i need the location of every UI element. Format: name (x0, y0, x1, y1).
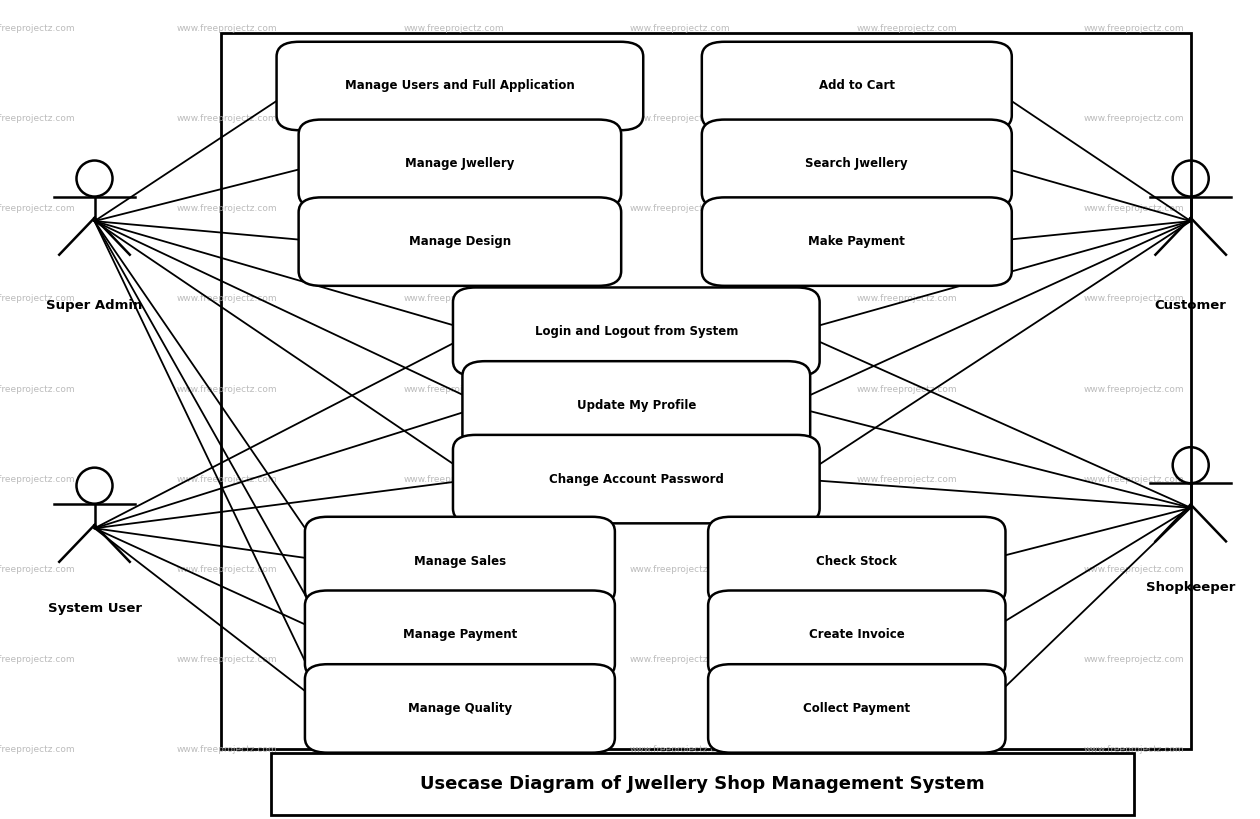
Text: www.freeprojectz.com: www.freeprojectz.com (857, 655, 958, 663)
Text: www.freeprojectz.com: www.freeprojectz.com (0, 385, 76, 393)
FancyBboxPatch shape (277, 42, 643, 130)
Text: Usecase Diagram of Jwellery Shop Management System: Usecase Diagram of Jwellery Shop Managem… (420, 776, 985, 793)
Text: www.freeprojectz.com: www.freeprojectz.com (630, 565, 731, 573)
Text: www.freeprojectz.com: www.freeprojectz.com (0, 115, 76, 123)
Text: www.freeprojectz.com: www.freeprojectz.com (403, 295, 504, 303)
Text: www.freeprojectz.com: www.freeprojectz.com (1084, 475, 1184, 483)
Text: www.freeprojectz.com: www.freeprojectz.com (0, 295, 76, 303)
Text: Manage Quality: Manage Quality (408, 702, 512, 715)
Text: www.freeprojectz.com: www.freeprojectz.com (403, 655, 504, 663)
Text: Manage Design: Manage Design (408, 235, 512, 248)
FancyBboxPatch shape (299, 120, 621, 208)
Text: www.freeprojectz.com: www.freeprojectz.com (0, 25, 76, 33)
Text: www.freeprojectz.com: www.freeprojectz.com (1084, 385, 1184, 393)
Text: Update My Profile: Update My Profile (577, 399, 696, 412)
Text: Collect Payment: Collect Payment (803, 702, 911, 715)
Text: Manage Users and Full Application: Manage Users and Full Application (345, 79, 575, 93)
FancyBboxPatch shape (454, 435, 819, 523)
Text: www.freeprojectz.com: www.freeprojectz.com (1084, 115, 1184, 123)
Text: www.freeprojectz.com: www.freeprojectz.com (0, 475, 76, 483)
FancyBboxPatch shape (305, 590, 615, 679)
FancyBboxPatch shape (702, 42, 1012, 130)
Text: www.freeprojectz.com: www.freeprojectz.com (176, 205, 277, 213)
Text: www.freeprojectz.com: www.freeprojectz.com (857, 115, 958, 123)
Text: www.freeprojectz.com: www.freeprojectz.com (857, 475, 958, 483)
FancyBboxPatch shape (708, 517, 1005, 605)
Text: www.freeprojectz.com: www.freeprojectz.com (1084, 295, 1184, 303)
Bar (220, 33, 1191, 749)
FancyBboxPatch shape (702, 197, 1012, 286)
Text: www.freeprojectz.com: www.freeprojectz.com (403, 385, 504, 393)
Text: www.freeprojectz.com: www.freeprojectz.com (857, 565, 958, 573)
Text: www.freeprojectz.com: www.freeprojectz.com (403, 565, 504, 573)
Text: Manage Jwellery: Manage Jwellery (406, 157, 514, 170)
Text: www.freeprojectz.com: www.freeprojectz.com (630, 25, 731, 33)
Text: www.freeprojectz.com: www.freeprojectz.com (630, 385, 731, 393)
Text: Search Jwellery: Search Jwellery (805, 157, 908, 170)
Text: www.freeprojectz.com: www.freeprojectz.com (630, 295, 731, 303)
Text: Make Payment: Make Payment (809, 235, 905, 248)
FancyBboxPatch shape (708, 590, 1005, 679)
Text: www.freeprojectz.com: www.freeprojectz.com (1084, 655, 1184, 663)
Text: www.freeprojectz.com: www.freeprojectz.com (630, 745, 731, 753)
Text: www.freeprojectz.com: www.freeprojectz.com (176, 115, 277, 123)
Text: Login and Logout from System: Login and Logout from System (534, 325, 738, 338)
Text: www.freeprojectz.com: www.freeprojectz.com (176, 655, 277, 663)
Text: www.freeprojectz.com: www.freeprojectz.com (630, 115, 731, 123)
Text: www.freeprojectz.com: www.freeprojectz.com (176, 745, 277, 753)
Bar (271, 753, 1134, 815)
FancyBboxPatch shape (702, 120, 1012, 208)
FancyBboxPatch shape (454, 287, 819, 376)
Text: www.freeprojectz.com: www.freeprojectz.com (857, 385, 958, 393)
Text: www.freeprojectz.com: www.freeprojectz.com (630, 655, 731, 663)
Text: www.freeprojectz.com: www.freeprojectz.com (1084, 745, 1184, 753)
Text: www.freeprojectz.com: www.freeprojectz.com (176, 25, 277, 33)
Text: www.freeprojectz.com: www.freeprojectz.com (857, 745, 958, 753)
Text: www.freeprojectz.com: www.freeprojectz.com (0, 565, 76, 573)
Text: Change Account Password: Change Account Password (549, 473, 723, 486)
Text: www.freeprojectz.com: www.freeprojectz.com (403, 745, 504, 753)
Text: Manage Sales: Manage Sales (413, 554, 507, 568)
Text: www.freeprojectz.com: www.freeprojectz.com (0, 205, 76, 213)
Text: www.freeprojectz.com: www.freeprojectz.com (176, 475, 277, 483)
Text: www.freeprojectz.com: www.freeprojectz.com (176, 295, 277, 303)
FancyBboxPatch shape (305, 517, 615, 605)
Text: www.freeprojectz.com: www.freeprojectz.com (630, 475, 731, 483)
Text: www.freeprojectz.com: www.freeprojectz.com (857, 295, 958, 303)
Text: Super Admin: Super Admin (47, 299, 142, 312)
Text: www.freeprojectz.com: www.freeprojectz.com (403, 115, 504, 123)
Text: System User: System User (48, 602, 141, 615)
Text: Customer: Customer (1154, 299, 1227, 312)
Text: Add to Cart: Add to Cart (819, 79, 895, 93)
Text: Shopkeeper: Shopkeeper (1147, 581, 1235, 595)
Text: www.freeprojectz.com: www.freeprojectz.com (857, 25, 958, 33)
FancyBboxPatch shape (299, 197, 621, 286)
Text: www.freeprojectz.com: www.freeprojectz.com (403, 475, 504, 483)
Text: www.freeprojectz.com: www.freeprojectz.com (176, 565, 277, 573)
Text: Create Invoice: Create Invoice (809, 628, 905, 641)
Text: www.freeprojectz.com: www.freeprojectz.com (176, 385, 277, 393)
Text: www.freeprojectz.com: www.freeprojectz.com (0, 745, 76, 753)
Text: www.freeprojectz.com: www.freeprojectz.com (1084, 25, 1184, 33)
Text: www.freeprojectz.com: www.freeprojectz.com (1084, 205, 1184, 213)
Text: Manage Payment: Manage Payment (403, 628, 517, 641)
Text: www.freeprojectz.com: www.freeprojectz.com (403, 205, 504, 213)
Text: www.freeprojectz.com: www.freeprojectz.com (630, 205, 731, 213)
Text: www.freeprojectz.com: www.freeprojectz.com (1084, 565, 1184, 573)
FancyBboxPatch shape (305, 664, 615, 753)
Text: www.freeprojectz.com: www.freeprojectz.com (403, 25, 504, 33)
FancyBboxPatch shape (462, 361, 810, 450)
Text: www.freeprojectz.com: www.freeprojectz.com (0, 655, 76, 663)
Text: Check Stock: Check Stock (816, 554, 897, 568)
FancyBboxPatch shape (708, 664, 1005, 753)
Text: www.freeprojectz.com: www.freeprojectz.com (857, 205, 958, 213)
